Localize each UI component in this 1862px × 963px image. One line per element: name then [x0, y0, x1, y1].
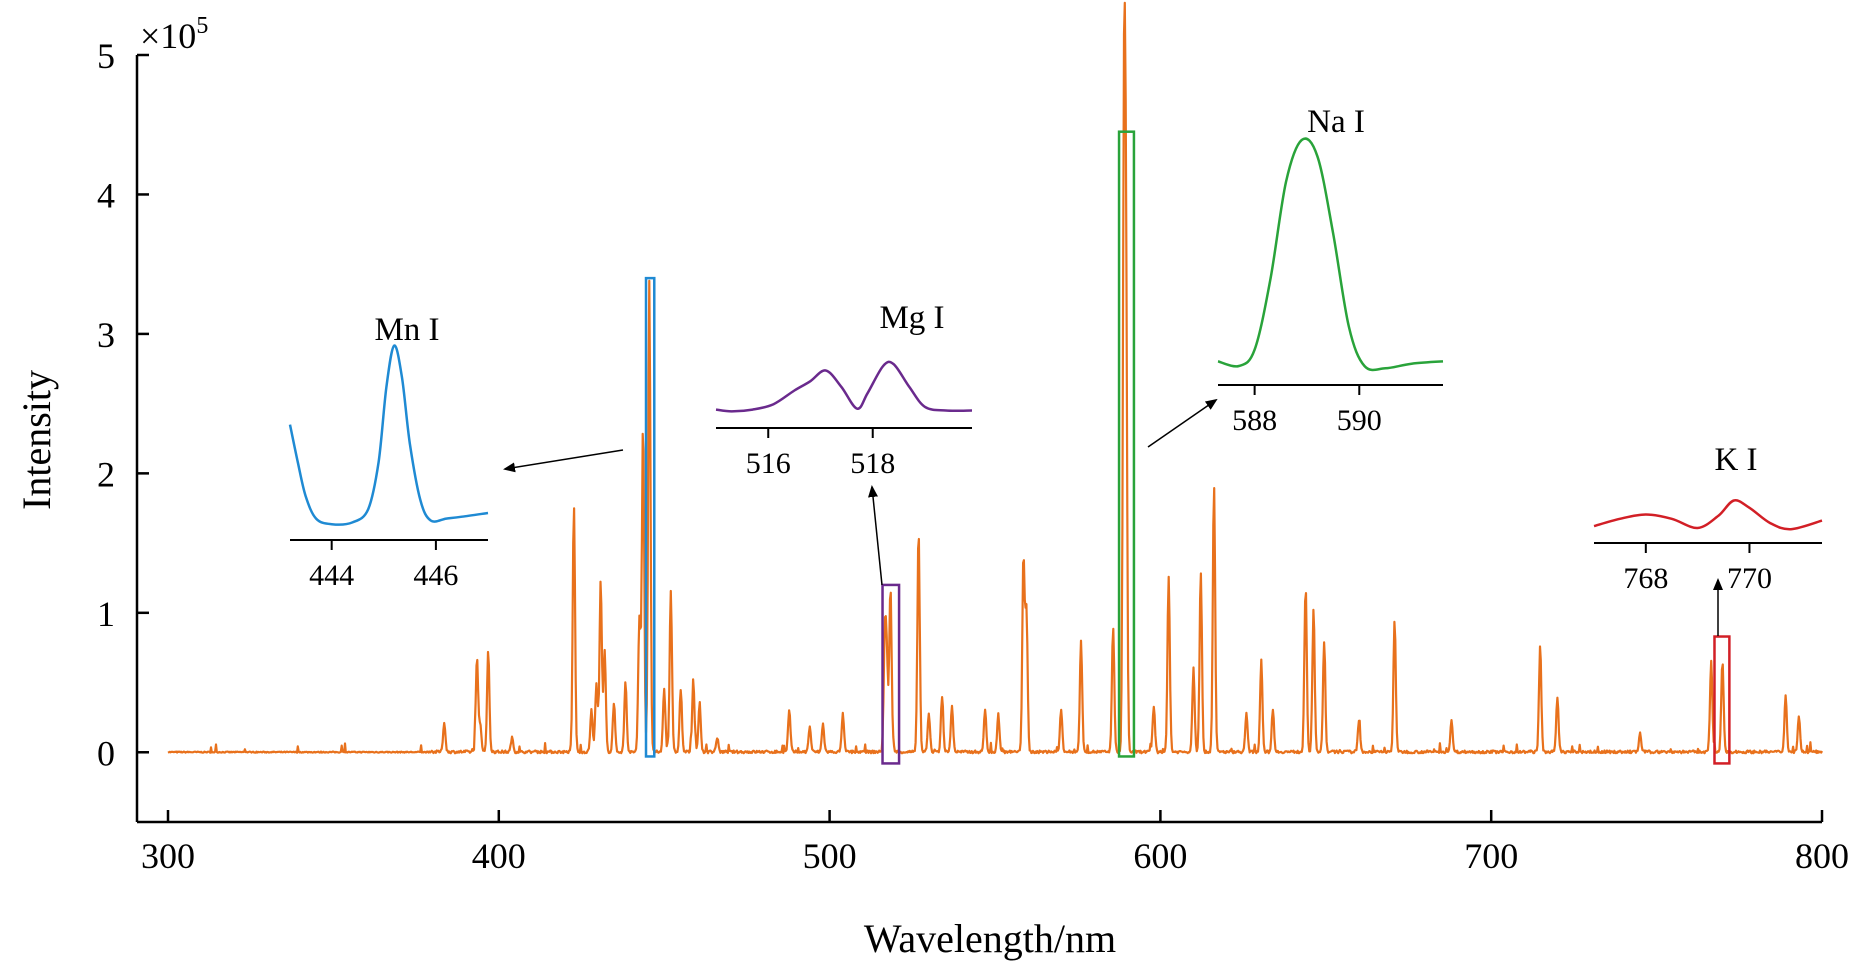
inset-k-i: 768 770 K I	[1593, 442, 1823, 595]
x-tick-label: 700	[1464, 836, 1518, 876]
axes: 0 1 2 3 4 5 300 400 500 600 700 800	[97, 36, 1849, 876]
inset-curve	[715, 360, 973, 413]
y-axis-label: Intensity	[14, 370, 59, 510]
annotation-arrow	[1147, 398, 1218, 448]
x-axis-label: Wavelength/nm	[864, 916, 1116, 961]
annotation-arrow	[868, 485, 883, 586]
inset-mg-i: 516 518 Mg I	[715, 300, 973, 480]
inset-label: Mg I	[879, 300, 944, 336]
x-tick-label: 600	[1133, 836, 1187, 876]
highlight-boxes	[644, 130, 1731, 765]
highlight-box	[881, 583, 901, 765]
inset-mn-i: 444 446 Mn I	[288, 312, 489, 592]
inset-curve	[1217, 137, 1444, 372]
inset-tick-label: 444	[309, 559, 354, 592]
inset-curve	[288, 344, 489, 526]
y-tick-label: 3	[97, 315, 115, 355]
inset-tick-label: 770	[1727, 562, 1772, 595]
inset-tick-label: 588	[1232, 404, 1277, 437]
highlight-box	[1713, 635, 1731, 765]
y-tick-label: 5	[97, 36, 115, 76]
insets: 444 446 Mn I 516 518 Mg I 588 590 Na I 768 770 K I	[288, 104, 1823, 595]
inset-na-i: 588 590 Na I	[1217, 104, 1444, 437]
inset-label: K I	[1714, 442, 1757, 478]
y-multiplier-exponent: 5	[196, 13, 208, 39]
spectrum-line	[167, 1, 1823, 755]
inset-label: Mn I	[374, 312, 439, 348]
annotation-arrows	[503, 398, 1723, 636]
x-tick-label: 800	[1795, 836, 1849, 876]
inset-tick-label: 516	[746, 447, 791, 480]
y-tick-label: 2	[97, 454, 115, 494]
y-tick-label: 4	[97, 175, 115, 215]
x-tick-label: 400	[472, 836, 526, 876]
y-multiplier-base: ×10	[140, 16, 196, 56]
inset-curve	[1593, 499, 1823, 531]
highlight-box	[644, 276, 656, 758]
y-tick-label: 1	[97, 594, 115, 634]
inset-tick-label: 768	[1623, 562, 1668, 595]
y-multiplier: ×105	[140, 13, 208, 56]
highlight-box	[1117, 130, 1136, 758]
annotation-arrow	[503, 449, 624, 473]
inset-tick-label: 518	[850, 447, 895, 480]
inset-label: Na I	[1307, 104, 1365, 140]
y-tick-label: 0	[97, 733, 115, 773]
inset-tick-label: 446	[413, 559, 458, 592]
x-tick-label: 300	[141, 836, 195, 876]
inset-tick-label: 590	[1337, 404, 1382, 437]
x-tick-label: 500	[803, 836, 857, 876]
